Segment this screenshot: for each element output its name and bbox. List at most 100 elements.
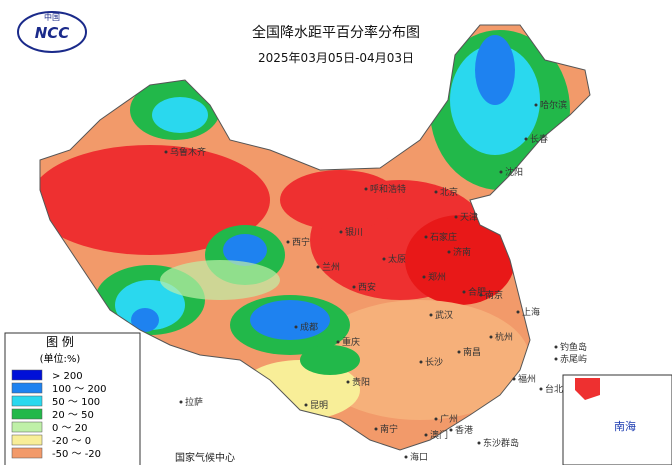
legend-swatch xyxy=(11,434,43,446)
legend-swatch xyxy=(11,395,43,407)
city-dot xyxy=(336,340,340,344)
city-dot xyxy=(524,137,528,141)
city-label: 杭州 xyxy=(495,331,513,343)
city-dot xyxy=(499,170,503,174)
city-label: 贵阳 xyxy=(352,376,370,388)
title: 全国降水距平百分率分布图 xyxy=(252,24,420,41)
city-label: 长沙 xyxy=(425,356,443,368)
city-dot xyxy=(447,250,451,254)
legend-label: -20 ～ 0 xyxy=(52,436,91,447)
city-label: 长春 xyxy=(530,133,548,145)
city-label: 广州 xyxy=(440,413,458,425)
city-dot xyxy=(477,441,481,445)
city-label: 南京 xyxy=(485,289,503,301)
city-label: 沈阳 xyxy=(505,166,523,178)
city-label: 澳门 xyxy=(430,429,448,441)
logo-top: 中国 xyxy=(44,12,60,22)
city-label: 石家庄 xyxy=(430,231,457,243)
legend-swatch xyxy=(11,369,43,381)
city-dot xyxy=(164,150,168,154)
legend-label: > 200 xyxy=(52,371,83,382)
city-label: 拉萨 xyxy=(185,396,203,408)
city-dot xyxy=(316,265,320,269)
logo-name: NCC xyxy=(35,24,70,42)
city-dot xyxy=(449,428,453,432)
city-label: 合肥 xyxy=(468,286,486,298)
legend-swatch xyxy=(11,382,43,394)
city-dot xyxy=(434,190,438,194)
city-dot xyxy=(454,215,458,219)
city-dot xyxy=(404,455,408,459)
city-dot xyxy=(554,345,558,349)
border xyxy=(39,24,591,451)
city-dot xyxy=(382,257,386,261)
city-dot xyxy=(179,400,183,404)
credit: 国家气候中心 xyxy=(175,451,235,464)
city-dot xyxy=(457,350,461,354)
city-label: 乌鲁木齐 xyxy=(170,146,206,158)
city-dot xyxy=(462,290,466,294)
city-label: 太原 xyxy=(388,253,406,265)
city-label: 东沙群岛 xyxy=(483,437,519,449)
city-dot xyxy=(419,360,423,364)
city-label: 赤尾屿 xyxy=(560,354,587,365)
city-dot xyxy=(424,433,428,437)
subtitle: 2025年03月05日-04月03日 xyxy=(258,51,414,65)
city-label: 银川 xyxy=(345,226,363,238)
legend-label: 50 ～ 100 xyxy=(52,397,100,408)
city-label: 呼和浩特 xyxy=(370,183,406,195)
legend-swatch xyxy=(11,408,43,420)
city-dot xyxy=(286,240,290,244)
city-dot xyxy=(534,103,538,107)
city-label: 西安 xyxy=(358,281,376,293)
city-dot xyxy=(516,310,520,314)
city-dot xyxy=(554,357,558,361)
legend-label: -50 ～ -20 xyxy=(52,449,101,460)
city-dot xyxy=(434,417,438,421)
city-label: 天津 xyxy=(460,212,478,223)
city-dot xyxy=(339,230,343,234)
city-label: 北京 xyxy=(440,186,458,198)
city-label: 南宁 xyxy=(380,423,398,435)
legend-swatch xyxy=(11,447,43,459)
city-dot xyxy=(346,380,350,384)
legend-label: 0 ～ 20 xyxy=(52,423,87,434)
city-dot xyxy=(479,293,483,297)
city-label: 南昌 xyxy=(463,346,481,358)
city-label: 香港 xyxy=(455,424,473,436)
city-dot xyxy=(422,275,426,279)
city-label: 海口 xyxy=(410,451,428,463)
city-dot xyxy=(424,235,428,239)
city-label: 成都 xyxy=(300,321,318,333)
city-label: 钓鱼岛 xyxy=(560,341,587,353)
city-label: 上海 xyxy=(522,306,540,318)
city-dot xyxy=(352,285,356,289)
city-label: 郑州 xyxy=(428,271,446,283)
legend-swatch xyxy=(11,421,43,433)
city-label: 重庆 xyxy=(342,336,360,348)
city-label: 福州 xyxy=(518,373,536,385)
legend-unit: (单位:%) xyxy=(40,352,81,365)
city-label: 兰州 xyxy=(322,261,340,273)
city-dot xyxy=(539,387,543,391)
logo: 中国 NCC xyxy=(17,11,87,53)
city-label: 济南 xyxy=(453,246,471,258)
city-label: 昆明 xyxy=(310,400,328,411)
city-dot xyxy=(512,377,516,381)
city-label: 西宁 xyxy=(292,236,310,248)
city-dot xyxy=(429,313,433,317)
legend-label: 20 ～ 50 xyxy=(52,410,94,421)
city-label: 武汉 xyxy=(435,309,453,321)
legend: 图 例 (单位:%) > 200 100 ～ 200 50 ～ 100 20 ～ 50… xyxy=(4,332,141,465)
city-label: 台北 xyxy=(545,383,563,395)
legend-label: 100 ～ 200 xyxy=(52,384,107,395)
city-dot xyxy=(364,187,368,191)
city-dot xyxy=(374,427,378,431)
city-label: 哈尔滨 xyxy=(540,99,567,111)
inset-label: 南海 xyxy=(614,419,636,433)
inset-land xyxy=(575,378,600,400)
city-dot xyxy=(304,403,308,407)
